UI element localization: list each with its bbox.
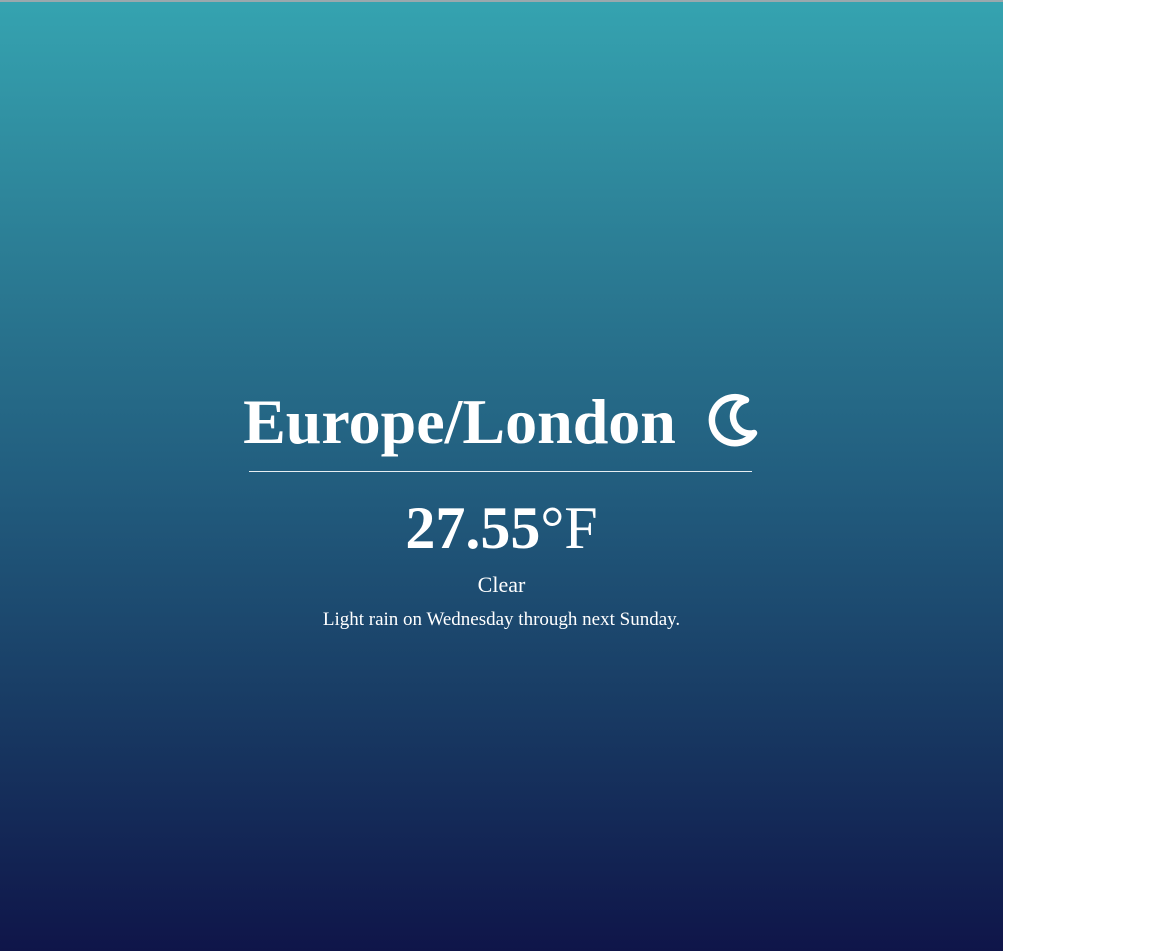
temperature-value: 27.55 <box>405 495 541 561</box>
header-divider <box>249 471 752 472</box>
forecast-text: Light rain on Wednesday through next Sun… <box>322 609 681 630</box>
clear-night-moon-icon <box>708 393 758 447</box>
weather-app <box>0 2 1003 951</box>
window-top-border <box>0 0 1003 2</box>
location-header: Europe/London <box>0 385 1003 465</box>
temperature-unit: °F <box>540 495 598 561</box>
weather-summary: Clear <box>477 572 526 597</box>
location-row: Europe/London <box>243 385 760 459</box>
timezone-label: Europe/London <box>243 386 676 457</box>
temperature-display: 27.55°F <box>0 492 1003 564</box>
